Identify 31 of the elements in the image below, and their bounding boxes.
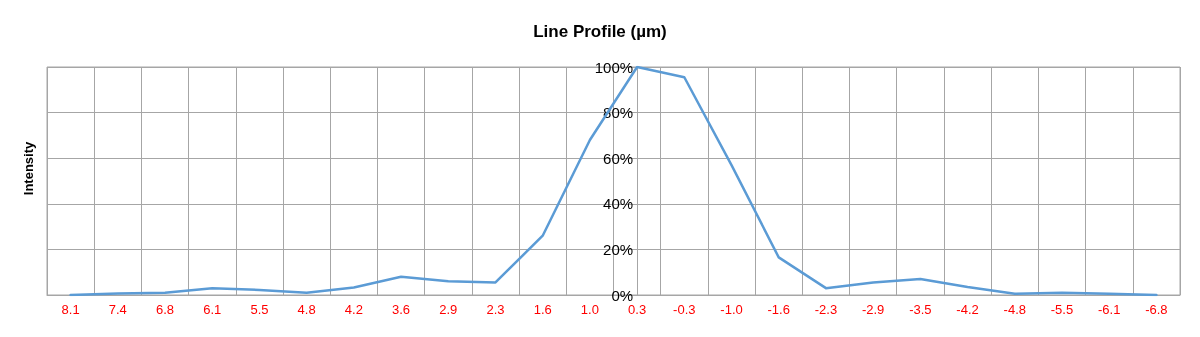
x-tick-label: -6.8	[1145, 302, 1168, 317]
x-tick-label: -1.6	[767, 302, 790, 317]
x-tick-label: 6.8	[155, 302, 175, 317]
x-tick-label: 4.2	[344, 302, 363, 317]
x-tick-label: -6.1	[1097, 302, 1121, 317]
x-tick-label: 2.3	[486, 302, 505, 317]
x-tick-label: 8.1	[61, 302, 80, 317]
x-tick-label: 4.8	[297, 302, 316, 317]
x-tick-label: 1.6	[533, 302, 552, 317]
x-tick-label: -5.5	[1050, 302, 1074, 317]
x-tick-label: 3.6	[392, 302, 411, 317]
x-tick-label: -2.3	[814, 302, 838, 317]
y-tick-label: 100%	[594, 58, 634, 76]
y-tick-label: 20%	[603, 240, 634, 258]
y-axis-title: Intensity	[21, 141, 36, 196]
x-tick-label: -4.8	[1003, 302, 1026, 317]
x-tick-label: 0.3	[628, 302, 647, 317]
chart-title: Line Profile (µm)	[533, 22, 667, 41]
x-tick-label: -4.2	[956, 302, 979, 317]
x-tick-label: 6.1	[203, 302, 222, 317]
x-tick-label: -1.0	[720, 302, 743, 317]
x-tick-label: 2.9	[439, 302, 458, 317]
x-tick-label: 5.5	[250, 302, 269, 317]
x-tick-label: -3.5	[909, 302, 932, 317]
x-tick-label: 7.4	[108, 302, 127, 317]
y-tick-label: 60%	[603, 149, 634, 167]
x-tick-label: 1.0	[580, 302, 599, 317]
y-tick-label: 0%	[611, 286, 634, 304]
y-tick-label: 40%	[603, 195, 634, 213]
x-tick-label: -0.3	[673, 302, 696, 317]
x-tick-label: -2.9	[861, 302, 885, 317]
